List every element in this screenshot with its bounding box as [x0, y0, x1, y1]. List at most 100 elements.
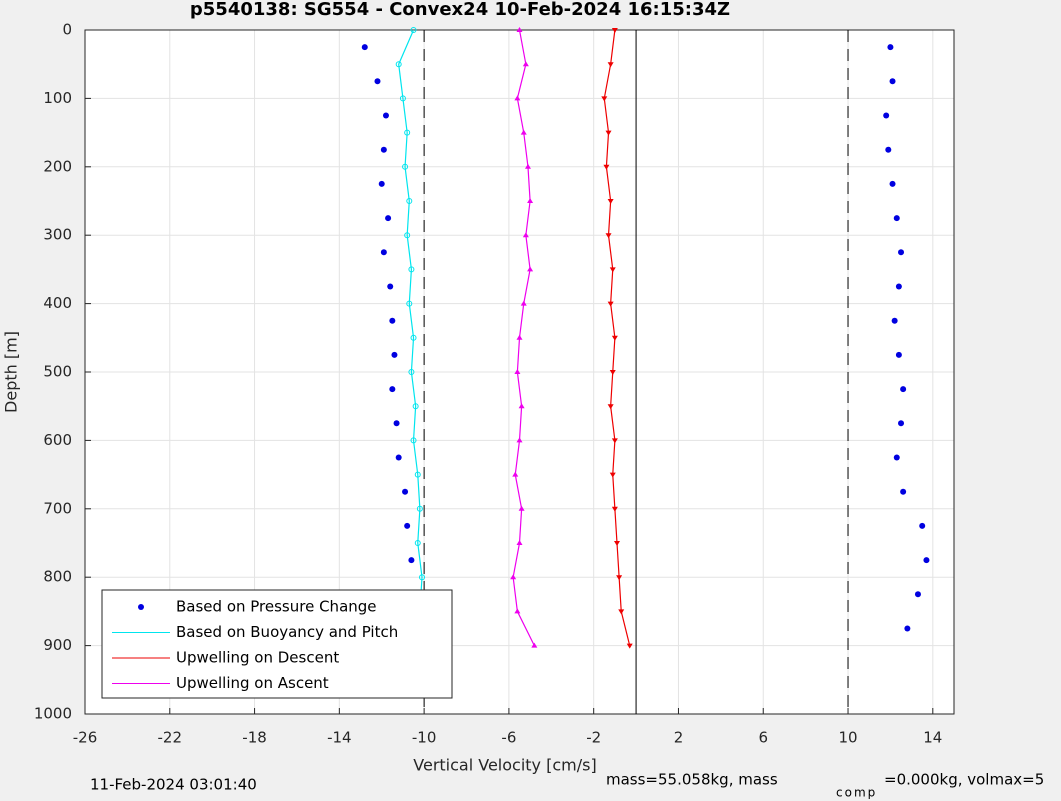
x-tick-label: 6 — [758, 729, 768, 747]
data-point — [885, 146, 892, 153]
data-point — [378, 180, 385, 187]
data-point — [527, 198, 534, 203]
data-point — [522, 61, 529, 67]
y-tick-label: 1000 — [34, 705, 72, 723]
footer-date: 11-Feb-2024 03:01:40 — [90, 776, 257, 794]
data-point — [414, 471, 421, 478]
data-point — [609, 472, 616, 478]
data-point — [385, 215, 392, 222]
y-tick-label: 0 — [62, 21, 72, 39]
data-point — [900, 488, 907, 495]
x-tick-label: -6 — [501, 729, 516, 747]
x-tick-label: -26 — [73, 729, 98, 747]
data-point — [887, 44, 894, 51]
data-point — [391, 351, 398, 358]
data-point — [395, 454, 402, 461]
data-point — [404, 232, 411, 239]
data-point — [914, 591, 921, 598]
data-point — [618, 609, 625, 615]
data-point — [616, 575, 623, 581]
data-point — [609, 370, 616, 375]
data-point — [883, 112, 890, 119]
data-point — [900, 386, 907, 393]
data-point — [607, 301, 614, 307]
data-point — [416, 505, 423, 512]
data-point — [412, 403, 419, 410]
data-point — [402, 163, 409, 170]
data-point — [607, 199, 614, 204]
data-point — [374, 78, 381, 85]
data-point — [609, 267, 616, 273]
x-tick-label: 14 — [923, 729, 942, 747]
data-point — [419, 574, 426, 581]
data-point — [516, 540, 523, 545]
data-point — [514, 608, 521, 614]
data-point — [527, 266, 534, 272]
data-point — [601, 96, 608, 102]
data-point — [395, 61, 402, 68]
data-point — [603, 164, 610, 170]
data-point — [361, 44, 368, 51]
data-point — [889, 78, 896, 85]
data-point — [404, 129, 411, 136]
data-point — [514, 95, 521, 101]
y-tick-label: 600 — [43, 431, 72, 449]
data-point — [923, 557, 930, 564]
legend-label: Upwelling on Descent — [176, 649, 339, 667]
data-point — [380, 249, 387, 256]
data-point — [387, 283, 394, 290]
data-point — [408, 369, 415, 375]
y-tick-label: 700 — [43, 499, 72, 517]
data-point — [393, 420, 400, 427]
data-point — [611, 28, 618, 33]
data-point — [522, 232, 529, 238]
x-tick-label: -14 — [327, 729, 352, 747]
data-point — [919, 522, 926, 529]
x-tick-label: -18 — [242, 729, 267, 747]
x-tick-label: 2 — [674, 729, 684, 747]
series-line — [398, 29, 423, 646]
data-point — [410, 27, 417, 33]
legend-label: Based on Pressure Change — [176, 598, 377, 616]
data-point — [898, 249, 905, 256]
data-point — [891, 317, 898, 324]
data-point — [516, 334, 523, 340]
data-point — [382, 112, 389, 119]
data-point — [895, 351, 902, 358]
data-point — [611, 335, 618, 341]
data-point — [516, 437, 523, 443]
y-tick-label: 300 — [43, 226, 72, 244]
data-point — [611, 506, 618, 512]
data-point — [520, 300, 527, 306]
data-point — [605, 233, 612, 239]
data-point — [410, 437, 417, 444]
data-point — [895, 283, 902, 290]
data-point — [898, 420, 905, 427]
data-point — [408, 557, 415, 564]
legend-swatch — [138, 604, 144, 610]
data-point — [402, 488, 409, 495]
data-point — [613, 541, 620, 546]
data-point — [512, 471, 519, 477]
y-axis-label: Depth [m] — [2, 331, 21, 413]
data-point — [389, 317, 396, 324]
data-point — [531, 642, 538, 648]
footer-mass: mass=55.058kg, mass — [606, 771, 778, 789]
data-point — [518, 505, 525, 511]
data-point — [389, 386, 396, 393]
data-point — [510, 574, 517, 580]
data-point — [611, 438, 618, 444]
data-point — [889, 180, 896, 187]
data-point — [514, 369, 521, 374]
y-tick-label: 800 — [43, 568, 72, 586]
data-point — [406, 198, 413, 204]
data-point — [893, 215, 900, 222]
legend-box — [101, 589, 453, 699]
chart-title: p5540138: SG554 - Convex24 10-Feb-2024 1… — [190, 0, 730, 20]
footer-rest: =0.000kg, volmax=5 — [884, 771, 1044, 789]
data-point — [414, 540, 421, 546]
legend-label: Upwelling on Ascent — [176, 674, 329, 692]
data-point — [404, 522, 411, 529]
data-point — [904, 625, 911, 632]
